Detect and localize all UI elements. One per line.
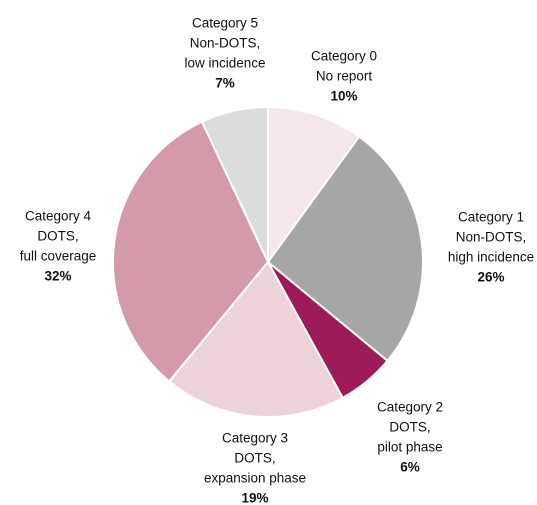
slice-percent: 6%	[400, 460, 420, 475]
slice-label: DOTS,	[37, 229, 78, 244]
slice-label: Category 5	[192, 16, 258, 31]
slice-label: Category 4	[25, 209, 92, 224]
slice-label: high incidence	[448, 250, 534, 265]
slice-label: Category 2	[377, 400, 443, 415]
slice-label: Category 0	[311, 49, 377, 64]
slice-label: DOTS,	[234, 451, 275, 466]
slice-percent: 10%	[330, 89, 357, 104]
slice-percent: 7%	[215, 76, 235, 91]
pie-slice	[167, 260, 345, 418]
slice-label: low incidence	[184, 56, 265, 71]
pie-slice	[112, 120, 270, 383]
pie-slice	[200, 105, 269, 263]
pie-slice	[266, 135, 424, 363]
slice-label: DOTS,	[389, 420, 430, 435]
slice-percent: 19%	[241, 491, 268, 505]
slice-label: No report	[316, 69, 373, 84]
slice-label: expansion phase	[204, 471, 306, 486]
slice-label: Category 1	[458, 210, 524, 225]
slice-percent: 32%	[44, 269, 71, 284]
slice-label: full coverage	[20, 249, 97, 264]
slice-label: Non-DOTS,	[190, 36, 261, 51]
slice-percent: 26%	[477, 270, 504, 285]
slice-label: Category 3	[222, 431, 288, 446]
pie-slice	[267, 105, 361, 266]
slice-label: pilot phase	[377, 440, 442, 455]
slice-label: Non-DOTS,	[456, 230, 527, 245]
